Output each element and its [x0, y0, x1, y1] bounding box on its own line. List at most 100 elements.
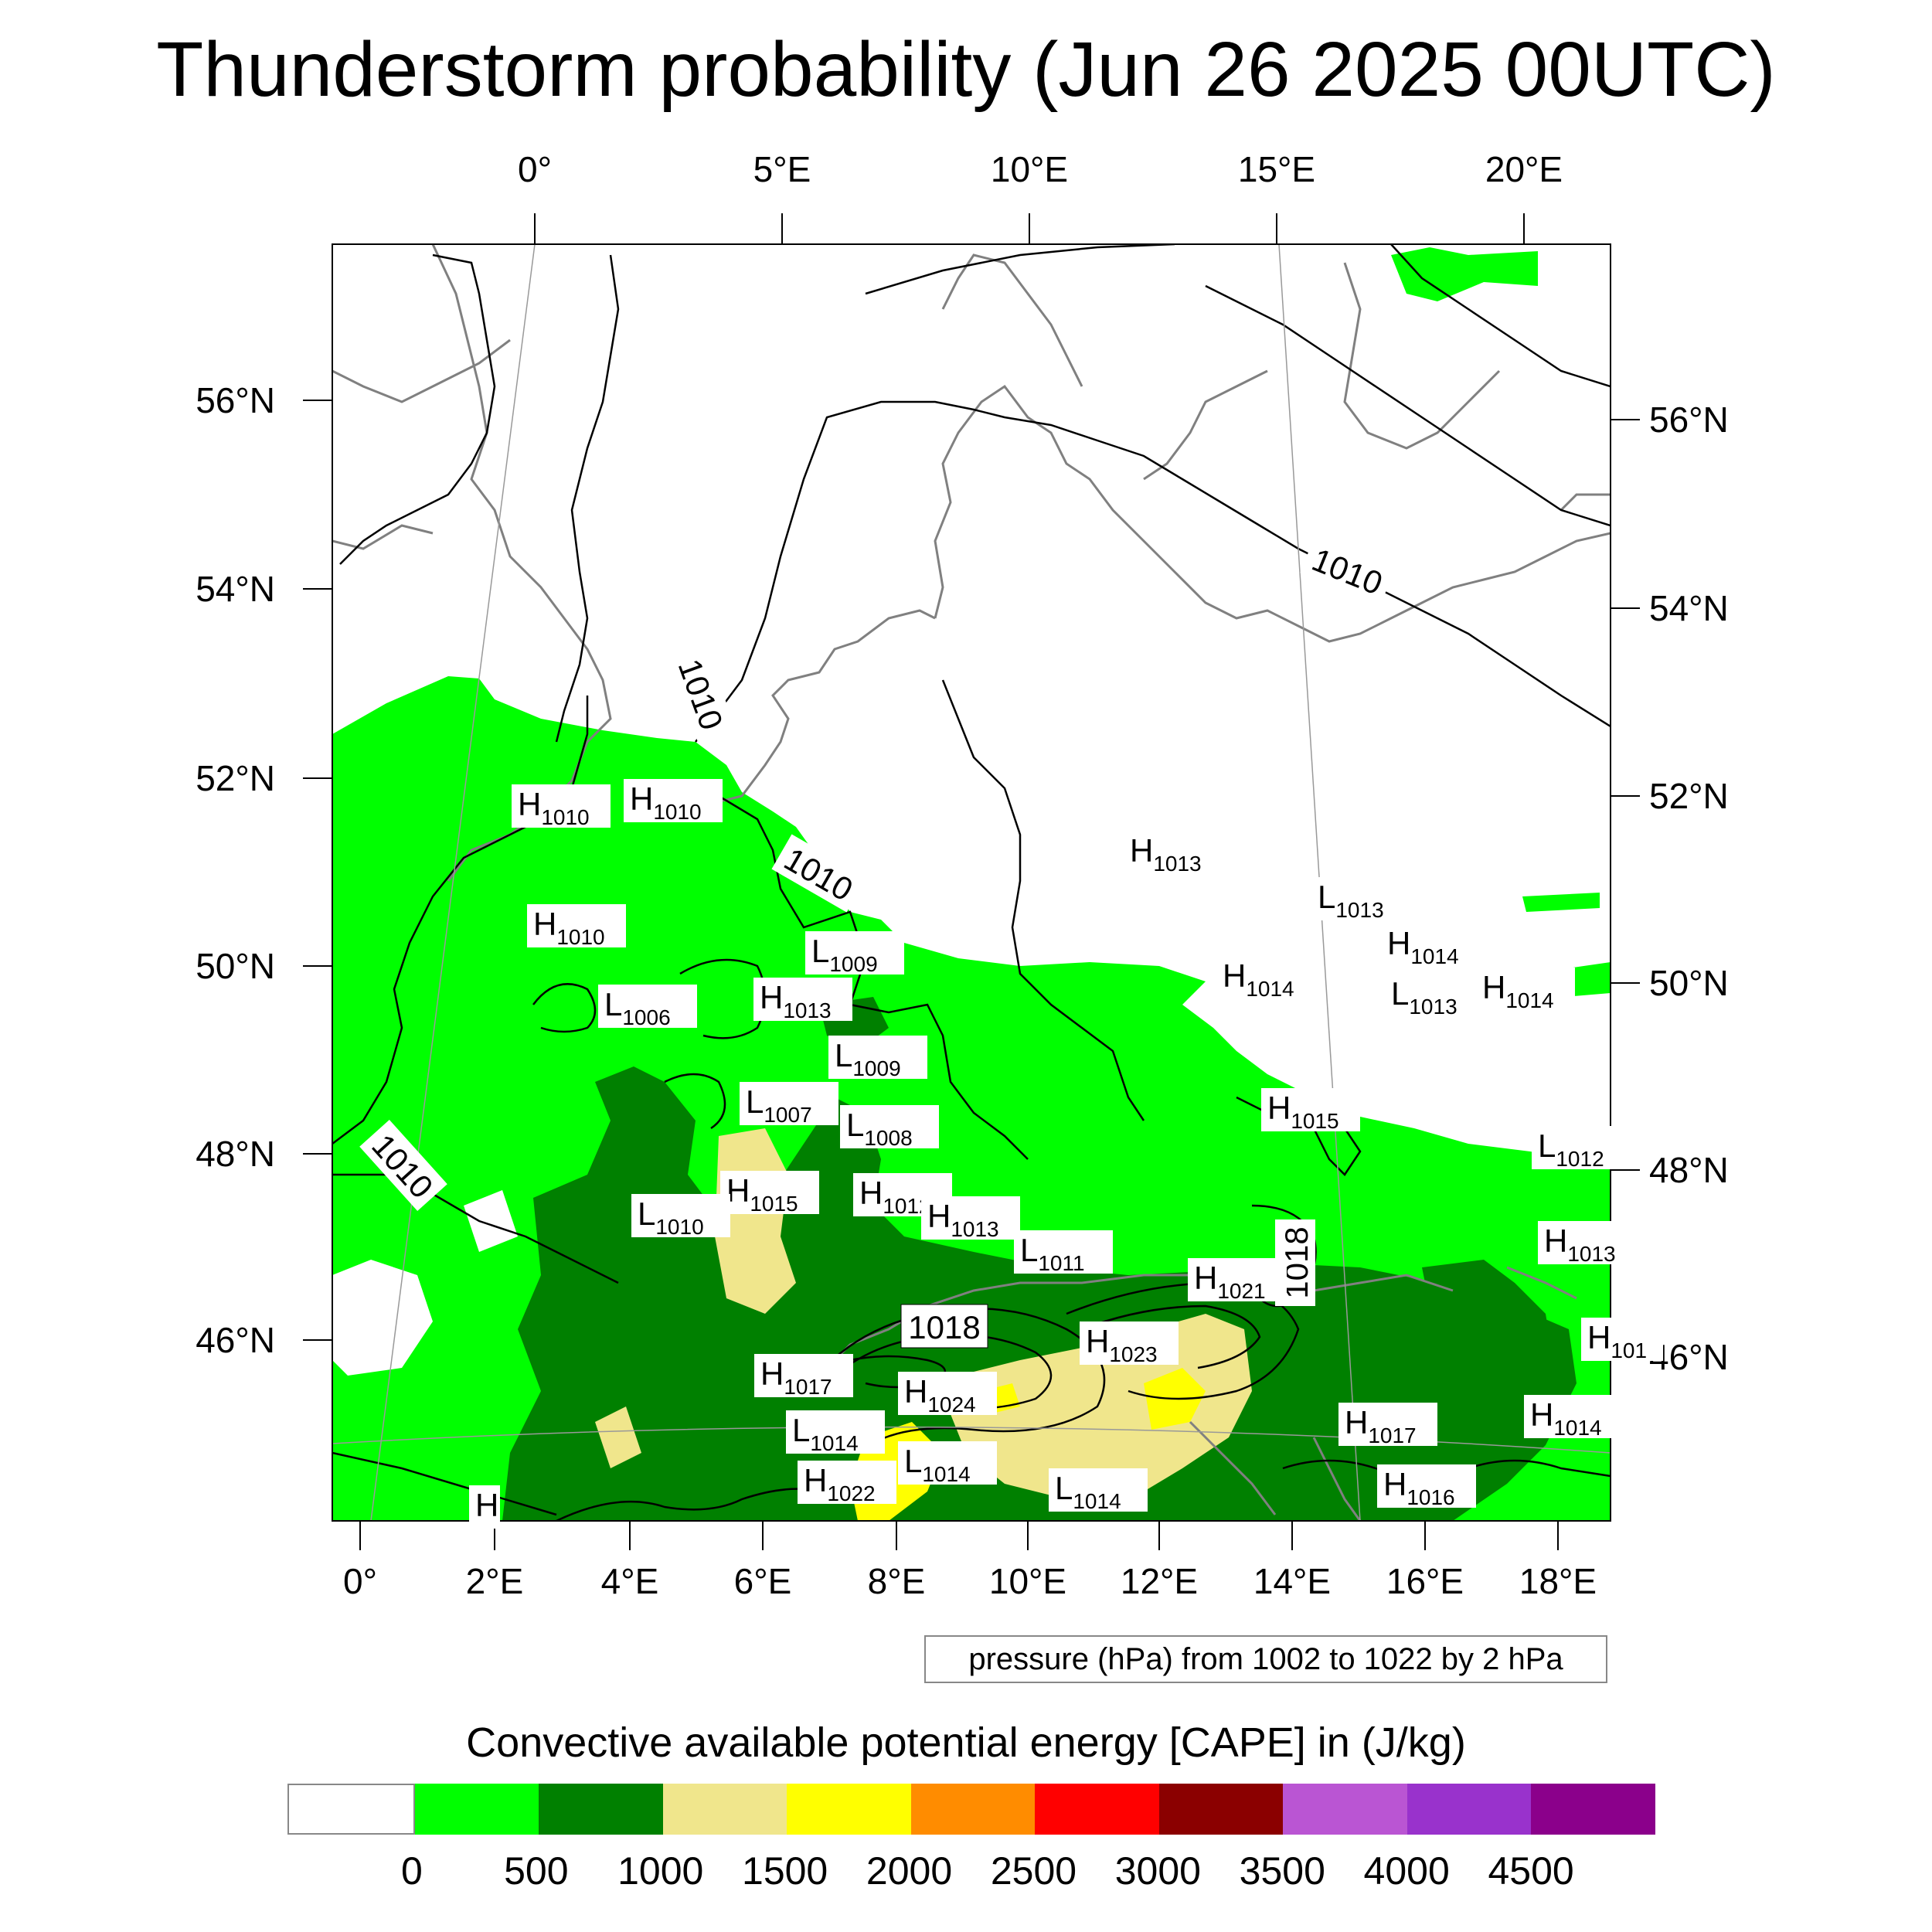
colorbar-tick-label: 3500	[1239, 1849, 1325, 1893]
pressure-center-label: H1015	[726, 1172, 798, 1216]
pressure-center: H1017	[1338, 1403, 1437, 1447]
pressure-center-label: H1023	[1086, 1323, 1158, 1366]
pressure-center: H1022	[798, 1461, 896, 1505]
pressure-center: H1013	[1124, 831, 1223, 876]
pressure-center-box	[798, 1461, 896, 1504]
pressure-center: L1009	[828, 1036, 927, 1080]
pressure-center-box	[786, 1410, 885, 1454]
pressure-center: L1010	[631, 1194, 730, 1239]
pressure-center: H	[469, 1485, 500, 1529]
colorbar-swatch	[1531, 1784, 1656, 1835]
pressure-center-label: L1006	[604, 986, 671, 1029]
top-lon-label: 10°E	[991, 149, 1068, 189]
plot-frame	[332, 243, 1611, 1522]
bottom-lon-label: 2°E	[466, 1561, 524, 1601]
bottom-lon-label: 12°E	[1121, 1561, 1198, 1601]
map-title: Thunderstorm probability (Jun 26 2025 00…	[156, 26, 1776, 113]
cape-zone-1000-1500	[595, 1128, 1252, 1499]
pressure-center-label: H1014	[1482, 969, 1554, 1012]
pressure-center: H1013	[753, 978, 852, 1022]
pressure-center: H1016	[1377, 1464, 1476, 1509]
pressure-center-label: L1013	[1391, 975, 1458, 1019]
pressure-center-box	[469, 1485, 500, 1529]
left-lat-label: 50°N	[196, 946, 275, 986]
pressure-center-box	[753, 978, 852, 1021]
pressure-center-box	[1476, 968, 1575, 1011]
right-lat-label: 54°N	[1649, 588, 1729, 628]
pressure-center-label: L1013	[1318, 879, 1384, 922]
colorbar-swatch	[1035, 1784, 1159, 1835]
colorbar-tick-label: 3000	[1114, 1849, 1201, 1893]
colorbar-tick-label: 4500	[1488, 1849, 1574, 1893]
pressure-center-box	[754, 1354, 853, 1397]
pressure-center-box	[828, 1036, 927, 1079]
pressure-center: L1006	[598, 985, 697, 1029]
colorbar-swatch	[287, 1784, 415, 1835]
pressure-center-box	[624, 779, 723, 822]
pressure-center-box	[1188, 1258, 1287, 1301]
pressure-center: L1014	[786, 1410, 885, 1455]
pressure-center-label: H1014	[1387, 925, 1459, 968]
pressure-center-label: H1022	[804, 1462, 876, 1505]
pressure-center-label: H1015	[1267, 1090, 1339, 1133]
colorbar-tick-label: 1000	[617, 1849, 704, 1893]
coastlines	[332, 244, 1611, 1521]
pressure-center: H1014	[1524, 1395, 1623, 1440]
pressure-centers: H1010H1010H1010L1006L1009H1013L1009L1007…	[469, 779, 1663, 1529]
pressure-note: pressure (hPa) from 1002 to 1022 by 2 hP…	[924, 1635, 1607, 1683]
right-lat-label: 56°N	[1649, 400, 1729, 440]
pressure-center: H101	[1581, 1318, 1663, 1362]
pressure-center-box	[1538, 1221, 1637, 1264]
pressure-center-box	[740, 1082, 838, 1125]
colorbar-ticks: 0 500 1000 1500 2000 2500 3000 3500 4000 4500	[287, 1849, 1655, 1903]
pressure-center-box	[631, 1194, 730, 1237]
pressure-center: L1013	[1385, 974, 1484, 1019]
top-lon-label: 5°E	[753, 149, 811, 189]
pressure-center: H1010	[512, 784, 611, 829]
pressure-center: H1014	[1381, 923, 1480, 968]
pressure-center-box	[512, 784, 611, 828]
left-lat-label: 46°N	[196, 1320, 275, 1360]
pressure-center-box	[527, 904, 626, 947]
pressure-center: H1015	[1261, 1088, 1360, 1133]
pressure-center-label: H1014	[1223, 957, 1294, 1001]
bottom-lon-label: 10°E	[989, 1561, 1066, 1601]
bottom-lon-label: 8°E	[868, 1561, 926, 1601]
cape-zone-500-1000-east	[819, 997, 1553, 1391]
pressure-center: H1010	[624, 779, 723, 824]
top-lon-label: 0°	[518, 149, 552, 189]
pressure-center-label: L1009	[835, 1037, 901, 1080]
pressure-center-label: H1017	[1345, 1404, 1417, 1447]
bottom-lon-label: 18°E	[1519, 1561, 1597, 1601]
bottom-lon-label: 14°E	[1253, 1561, 1331, 1601]
pressure-center: L1011	[1014, 1230, 1113, 1275]
bottom-lon-label: 6°E	[734, 1561, 792, 1601]
pressure-center-box	[1338, 1403, 1437, 1446]
pressure-center: H1013	[1538, 1221, 1637, 1266]
pressure-center-label: L1010	[638, 1196, 704, 1239]
pressure-center-label: L1014	[792, 1412, 859, 1455]
pressure-center-label: L1014	[904, 1443, 971, 1486]
isobar-label: 1018	[908, 1309, 980, 1345]
pressure-center-box	[1532, 1126, 1631, 1169]
pressure-center-label: H1013	[760, 979, 832, 1022]
bottom-ticks	[359, 1521, 1559, 1550]
pressure-center-box	[840, 1105, 939, 1148]
colorbar-swatch	[539, 1784, 663, 1835]
pressure-center: H1014	[1476, 968, 1575, 1012]
left-ticks	[303, 400, 332, 1341]
pressure-center-label: H1014	[1530, 1396, 1602, 1440]
colorbar-tick-label: 4000	[1363, 1849, 1450, 1893]
colorbar-tick-label: 0	[401, 1849, 423, 1893]
pressure-center-box	[1311, 877, 1410, 920]
pressure-center: L1012	[1532, 1126, 1631, 1171]
pressure-center: L1007	[740, 1082, 838, 1127]
pressure-center: L1009	[805, 931, 904, 976]
right-lat-label: 52°N	[1649, 776, 1729, 816]
colorbar-tick-label: 2000	[866, 1849, 953, 1893]
pressure-center-box	[1385, 974, 1484, 1017]
pressure-center: L1014	[1049, 1468, 1148, 1513]
pressure-center: H1013	[921, 1196, 1020, 1241]
pressure-center-label: H1016	[1383, 1466, 1455, 1509]
